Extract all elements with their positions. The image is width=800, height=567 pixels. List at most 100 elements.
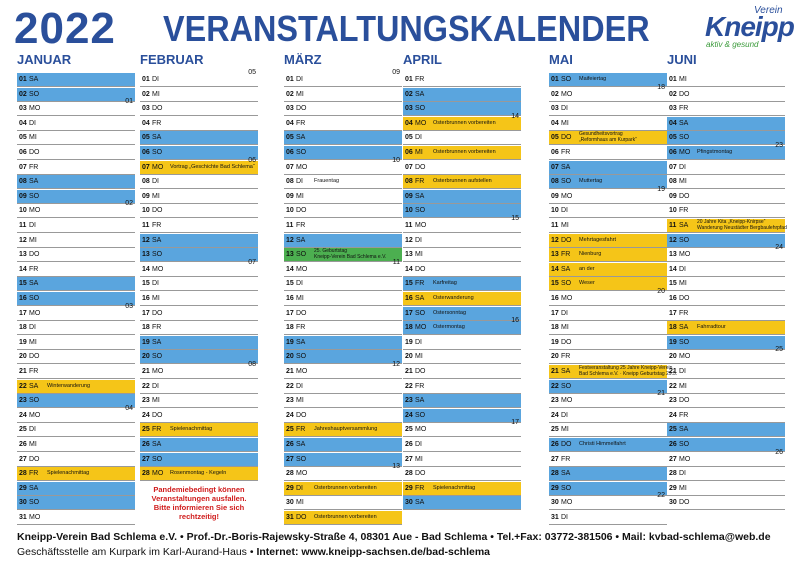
weekday: DO — [29, 353, 40, 361]
day-row: 11 SA 20 Jahre Kita „Kneipp-Knirpse“ Wande… — [667, 219, 787, 233]
day-number: 29 — [551, 484, 559, 492]
day-row: 16 MI — [140, 292, 258, 306]
day-number: 16 — [405, 295, 413, 302]
day-number: 22 — [405, 382, 413, 390]
day-number: 12 — [19, 236, 27, 244]
day-row: 05 SA — [140, 131, 258, 146]
day-row: 31 DI — [549, 511, 667, 525]
month-name: APRIL — [403, 52, 442, 67]
day-row: 04 MO Osterbrunnen vorbereiten 14 — [403, 113, 521, 131]
day-number: 17 — [669, 309, 677, 317]
weekday: DI — [679, 265, 686, 273]
day-number: 14 — [19, 265, 27, 273]
day-number: 23 — [669, 397, 677, 405]
weekday: MI — [679, 178, 687, 186]
weekday: DI — [152, 382, 159, 390]
week-number: 10 — [392, 156, 400, 164]
day-number: 16 — [142, 295, 150, 302]
day-row: 24 DO — [140, 409, 258, 423]
day-row: 23 MO 21 — [549, 390, 667, 409]
day-number: 20 — [669, 353, 677, 361]
logo-top: Verein — [754, 5, 783, 16]
day-row: 07 FR — [17, 161, 135, 175]
day-number: 26 — [19, 441, 27, 448]
day-row: 16 MO 20 — [549, 288, 667, 306]
day-row: 18 MO Ostermontag 16 — [403, 317, 521, 336]
day-number: 31 — [19, 514, 27, 521]
day-number: 07 — [19, 163, 27, 171]
week-number: 24 — [775, 244, 783, 252]
weekday: SA — [152, 441, 162, 448]
weekday: SO — [561, 382, 572, 390]
weekday: DO — [415, 470, 426, 478]
day-number: 29 — [286, 484, 294, 492]
day-number: 02 — [551, 90, 559, 98]
day-row: 02 SA — [403, 87, 521, 102]
day-row: 18 SA Fahrradtour — [667, 321, 785, 336]
day-number: 04 — [19, 119, 27, 127]
event: Jahreshauptversammlung — [314, 426, 378, 433]
day-number: 15 — [405, 280, 413, 288]
weekday: DO — [415, 163, 426, 171]
day-row: 17 DO — [140, 307, 258, 321]
day-row: 26 SA — [284, 438, 402, 452]
week-number: 22 — [657, 492, 665, 500]
day-row: 01 DI 05 — [140, 69, 258, 87]
day-number: 28 — [551, 470, 559, 478]
month-name: JUNI — [667, 52, 697, 67]
day-row: 09 SA — [403, 189, 521, 204]
day-row: 17 FR — [667, 307, 785, 321]
weekday: SA — [296, 236, 306, 244]
week-number: 11 — [392, 258, 400, 266]
day-number: 02 — [142, 90, 150, 98]
day-row: 23 MI — [284, 394, 402, 409]
weekday: DI — [29, 426, 36, 434]
day-number: 16 — [286, 295, 294, 302]
event: Fahrradtour — [697, 324, 726, 331]
weekday: FR — [415, 178, 425, 186]
day-row: 09 MO 19 — [549, 186, 667, 204]
day-number: 09 — [405, 192, 413, 200]
day-number: 27 — [19, 455, 27, 463]
day-row: 18 DI — [17, 321, 135, 336]
day-row: 19 SA — [284, 335, 402, 350]
day-row: 22 MI — [667, 380, 785, 394]
day-number: 03 — [286, 105, 294, 113]
day-row: 23 SA — [403, 394, 521, 409]
weekday: DO — [152, 309, 163, 317]
day-number: 02 — [669, 90, 677, 98]
weekday: MI — [679, 382, 687, 390]
weekday: MO — [679, 455, 691, 463]
weekday: SO — [152, 149, 163, 156]
day-number: 20 — [142, 353, 150, 361]
day-row: 25 MI — [549, 423, 667, 438]
weekday: FR — [29, 368, 39, 375]
day-number: 17 — [142, 309, 150, 317]
week-number: 17 — [511, 419, 519, 427]
day-number: 06 — [405, 149, 413, 156]
day-number: 28 — [19, 470, 27, 478]
day-row: 20 MO 25 — [667, 346, 785, 365]
day-row: 22 SA Winterwanderung — [17, 379, 135, 394]
day-row: 25 FR Jahreshauptversammlung — [284, 423, 402, 438]
day-number: 18 — [142, 324, 150, 332]
weekday: MI — [296, 192, 304, 200]
day-number: 18 — [19, 324, 27, 332]
day-row: 25 SA — [667, 423, 785, 438]
day-number: 19 — [142, 338, 150, 346]
weekday: SO — [29, 499, 40, 507]
event: Spielenachmittag — [433, 484, 476, 491]
weekday: DI — [29, 222, 36, 229]
day-row: 03 SO — [403, 102, 521, 117]
weekday: MI — [561, 426, 569, 434]
weekday: MI — [152, 90, 160, 98]
day-number: 14 — [286, 265, 294, 273]
weekday: DI — [152, 76, 159, 83]
weekday: FR — [415, 280, 425, 288]
day-row: 25 MO 17 — [403, 419, 521, 438]
weekday: DI — [679, 470, 686, 478]
weekday: MI — [152, 295, 160, 302]
day-row: 09 SO — [17, 189, 135, 204]
weekday: MO — [152, 265, 164, 273]
weekday: MO — [152, 163, 164, 171]
